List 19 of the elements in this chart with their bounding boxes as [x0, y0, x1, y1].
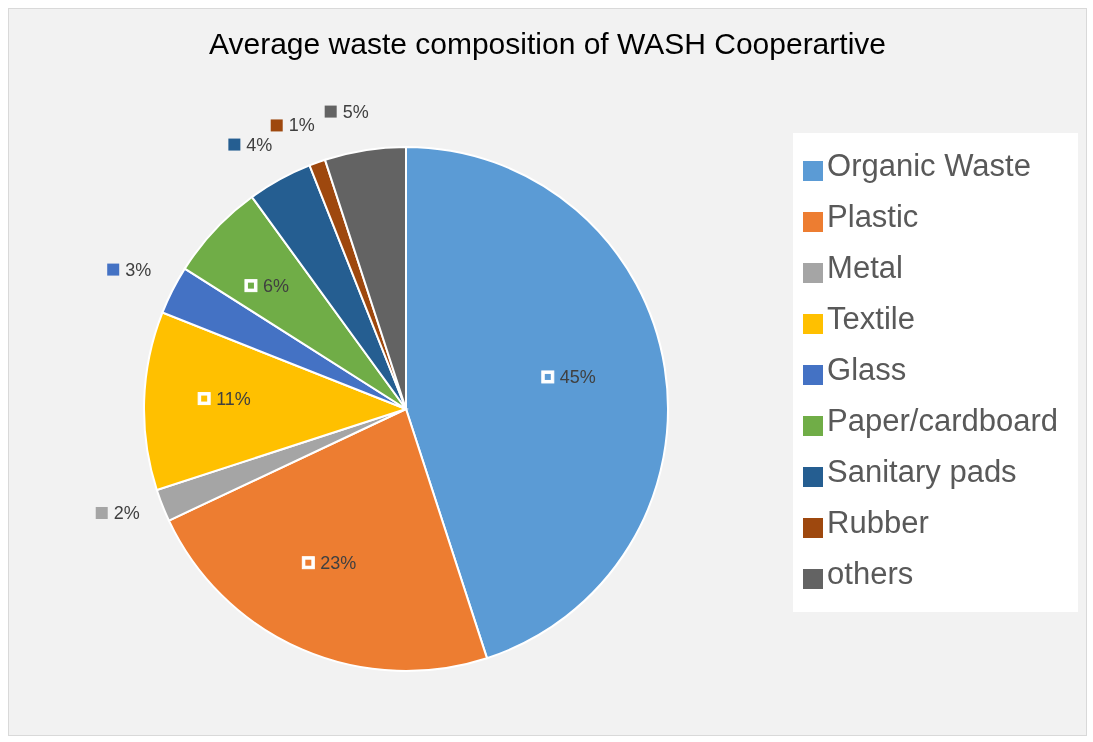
legend-label: Sanitary pads: [827, 453, 1017, 489]
legend-label: Metal: [827, 249, 903, 285]
legend-label: Textile: [827, 300, 915, 336]
data-label: 11%: [216, 388, 251, 409]
data-label: 6%: [262, 275, 289, 296]
data-label: 2%: [113, 502, 140, 523]
data-label: 3%: [125, 259, 152, 280]
legend-label: Glass: [827, 351, 907, 387]
legend-label: Rubber: [827, 504, 929, 540]
data-label: 1%: [288, 115, 315, 136]
data-label: 5%: [342, 101, 369, 122]
legend-label: Paper/cardboard: [827, 402, 1058, 438]
data-label: 4%: [246, 134, 273, 155]
legend-label: others: [827, 555, 914, 591]
data-label: 23%: [320, 552, 357, 573]
data-label: 45%: [559, 366, 596, 387]
chart-title: Average waste composition of WASH Cooperartive: [208, 27, 887, 61]
legend-label: Organic Waste: [827, 147, 1031, 183]
legend-label: Plastic: [827, 198, 919, 234]
